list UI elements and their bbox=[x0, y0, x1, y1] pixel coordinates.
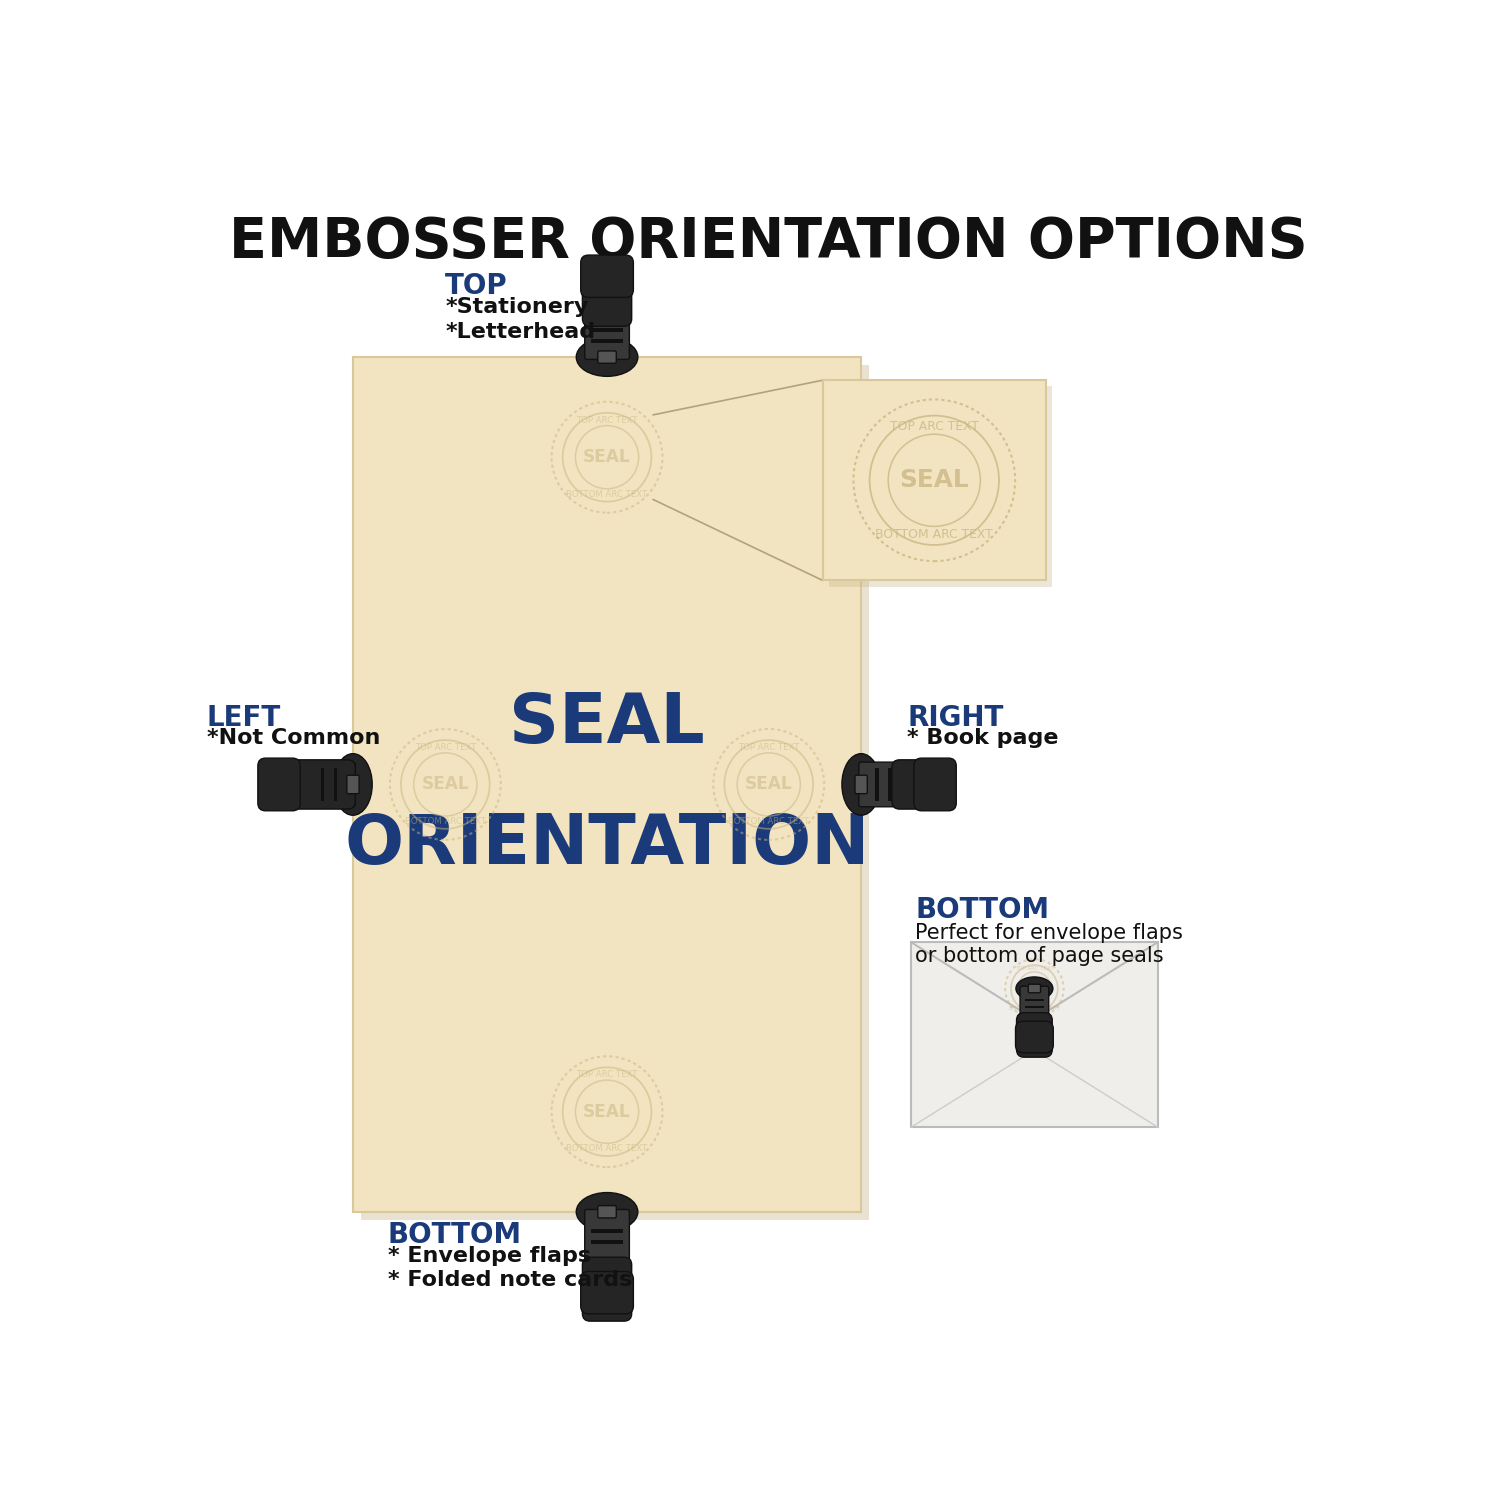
FancyBboxPatch shape bbox=[304, 762, 355, 807]
Text: * Envelope flaps: * Envelope flaps bbox=[387, 1245, 591, 1266]
Bar bbox=[591, 1240, 622, 1244]
Text: BOTTOM ARC TEXT: BOTTOM ARC TEXT bbox=[1010, 1005, 1060, 1011]
Text: *Not Common: *Not Common bbox=[207, 728, 380, 748]
Text: TOP ARC TEXT: TOP ARC TEXT bbox=[576, 416, 638, 424]
Text: * Folded note cards: * Folded note cards bbox=[387, 1270, 632, 1290]
Text: *Letterhead: *Letterhead bbox=[446, 321, 596, 342]
FancyBboxPatch shape bbox=[582, 1257, 632, 1322]
Text: RIGHT: RIGHT bbox=[908, 704, 1004, 732]
Bar bbox=[360, 364, 868, 1220]
Text: SEAL: SEAL bbox=[422, 776, 470, 794]
Text: BOTTOM ARC TEXT: BOTTOM ARC TEXT bbox=[567, 1144, 648, 1154]
Text: SEAL: SEAL bbox=[584, 448, 632, 466]
Ellipse shape bbox=[842, 753, 880, 816]
Text: SEAL: SEAL bbox=[509, 690, 705, 758]
FancyBboxPatch shape bbox=[598, 351, 616, 363]
FancyBboxPatch shape bbox=[855, 776, 867, 794]
FancyBboxPatch shape bbox=[585, 1209, 630, 1260]
FancyBboxPatch shape bbox=[585, 309, 630, 360]
Bar bbox=[910, 942, 1158, 1126]
Text: BOTTOM: BOTTOM bbox=[915, 896, 1048, 924]
Bar bbox=[888, 768, 892, 801]
Bar bbox=[321, 768, 324, 801]
Bar bbox=[591, 328, 622, 332]
Text: SEAL: SEAL bbox=[746, 776, 792, 794]
FancyBboxPatch shape bbox=[1020, 986, 1048, 1018]
Text: BOTTOM ARC TEXT: BOTTOM ARC TEXT bbox=[876, 528, 993, 542]
Bar bbox=[874, 768, 879, 801]
Text: EMBOSSER ORIENTATION OPTIONS: EMBOSSER ORIENTATION OPTIONS bbox=[230, 214, 1308, 268]
Bar bbox=[591, 339, 622, 344]
Ellipse shape bbox=[576, 338, 638, 376]
Text: SEAL: SEAL bbox=[1020, 984, 1048, 993]
Ellipse shape bbox=[1016, 976, 1053, 1000]
FancyBboxPatch shape bbox=[580, 1272, 633, 1314]
Ellipse shape bbox=[333, 753, 372, 816]
FancyBboxPatch shape bbox=[1017, 1013, 1053, 1058]
Bar bbox=[822, 380, 1046, 580]
FancyBboxPatch shape bbox=[1028, 984, 1041, 993]
Text: BOTTOM ARC TEXT: BOTTOM ARC TEXT bbox=[405, 818, 486, 827]
Bar bbox=[1024, 1005, 1044, 1008]
Text: * Book page: * Book page bbox=[908, 728, 1059, 748]
Text: ORIENTATION: ORIENTATION bbox=[345, 812, 870, 879]
Bar bbox=[830, 387, 1052, 586]
Text: TOP ARC TEXT: TOP ARC TEXT bbox=[890, 420, 978, 432]
Bar bbox=[352, 357, 861, 1212]
FancyBboxPatch shape bbox=[346, 776, 358, 794]
Text: SEAL: SEAL bbox=[584, 1102, 632, 1120]
Text: BOTTOM ARC TEXT: BOTTOM ARC TEXT bbox=[567, 490, 648, 500]
Text: TOP ARC TEXT: TOP ARC TEXT bbox=[1016, 966, 1054, 972]
Bar bbox=[591, 1228, 622, 1233]
Text: TOP ARC TEXT: TOP ARC TEXT bbox=[738, 742, 800, 752]
FancyBboxPatch shape bbox=[914, 758, 956, 812]
Text: TOP ARC TEXT: TOP ARC TEXT bbox=[414, 742, 476, 752]
Bar bbox=[333, 768, 338, 801]
FancyBboxPatch shape bbox=[859, 762, 909, 807]
Text: *Stationery: *Stationery bbox=[446, 297, 588, 316]
FancyBboxPatch shape bbox=[291, 760, 356, 808]
FancyBboxPatch shape bbox=[1016, 1022, 1053, 1053]
FancyBboxPatch shape bbox=[258, 758, 300, 812]
Ellipse shape bbox=[576, 1192, 638, 1231]
FancyBboxPatch shape bbox=[892, 760, 956, 808]
FancyBboxPatch shape bbox=[598, 1206, 616, 1218]
Text: LEFT: LEFT bbox=[207, 704, 280, 732]
Text: SEAL: SEAL bbox=[900, 468, 969, 492]
Bar bbox=[1024, 999, 1044, 1000]
Text: BOTTOM: BOTTOM bbox=[387, 1221, 522, 1250]
Text: or bottom of page seals: or bottom of page seals bbox=[915, 946, 1164, 966]
FancyBboxPatch shape bbox=[580, 255, 633, 297]
Text: BOTTOM ARC TEXT: BOTTOM ARC TEXT bbox=[728, 818, 810, 827]
Text: TOP ARC TEXT: TOP ARC TEXT bbox=[576, 1070, 638, 1078]
FancyBboxPatch shape bbox=[582, 262, 632, 327]
Text: Perfect for envelope flaps: Perfect for envelope flaps bbox=[915, 922, 1184, 944]
Text: TOP: TOP bbox=[446, 273, 509, 300]
